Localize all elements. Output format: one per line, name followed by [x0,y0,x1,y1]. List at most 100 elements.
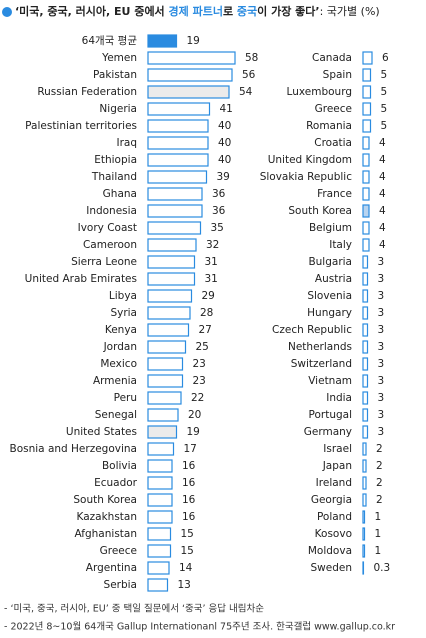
value-label: 3 [378,409,385,421]
bar [147,391,182,405]
bar [362,187,370,201]
value-label: 2 [376,477,383,489]
category-label: Russian Federation [37,86,137,98]
bar [362,306,369,320]
bar [362,442,367,456]
bar [147,544,172,558]
bar [147,238,197,252]
category-label: Armenia [93,375,137,387]
category-label: Libya [109,290,137,302]
value-label: 15 [181,545,194,557]
bar [147,527,172,541]
value-label: 3 [378,426,385,438]
bar [147,323,190,337]
bar [362,459,367,473]
category-label: Vietnam [308,375,352,387]
value-label: 4 [379,222,386,234]
bar [147,153,209,167]
title-bullet [2,7,12,17]
bar [362,408,369,422]
bar [362,272,369,286]
bar [362,136,370,150]
value-label: 14 [179,562,193,574]
category-label: United Arab Emirates [25,273,137,285]
bar [147,85,230,99]
category-label: Thailand [91,171,137,183]
bar [147,102,211,116]
category-label: Slovakia Republic [260,171,353,183]
category-label: 64개국 평균 [82,35,138,47]
category-label: Yemen [101,52,137,64]
bar [362,238,370,252]
bar [362,374,369,388]
value-label: 1 [375,545,382,557]
footnote: - 2022년 8~10월 64개국 Gallup Internationanl… [4,621,395,633]
bar [362,510,366,524]
title-part: 이 가장 좋다’ [257,4,319,18]
value-label: 3 [378,392,385,404]
bar [147,306,191,320]
category-label: Moldova [308,545,352,557]
category-label: Japan [322,460,352,472]
value-label: 39 [217,171,230,183]
title-part: 로 [223,5,237,18]
category-label: Ethiopia [94,154,137,166]
bar [362,170,370,184]
category-label: Georgia [311,494,352,506]
value-label: 16 [182,494,196,506]
value-label: 25 [196,341,209,353]
bar [362,357,369,371]
category-label: Poland [317,511,352,523]
value-label: 5 [381,103,388,115]
category-label: Ghana [103,188,137,200]
bar [362,102,372,116]
value-label: 31 [205,256,218,268]
value-label: 4 [379,137,386,149]
category-label: France [317,188,352,200]
value-label: 0.3 [373,562,390,574]
category-label: Sierra Leone [71,256,137,268]
value-label: 3 [378,375,385,387]
category-label: Netherlands [288,341,352,353]
value-label: 16 [182,511,196,523]
value-label: 19 [187,35,200,47]
category-label: Luxembourg [287,86,352,98]
bar [362,255,369,269]
bar [362,323,369,337]
value-label: 40 [218,120,231,132]
value-label: 3 [378,358,385,370]
value-label: 15 [181,528,194,540]
bar [147,561,170,575]
bar [362,544,366,558]
bar [362,340,369,354]
bar [147,221,202,235]
value-label: 2 [376,443,383,455]
bar [147,51,236,65]
bar [147,68,233,82]
category-label: Greece [100,545,137,557]
value-label: 3 [378,324,385,336]
value-label: 29 [202,290,215,302]
chart-title: ‘미국, 중국, 러시아, EU 중에서 경제 파트너로 중국이 가장 좋다’:… [15,4,380,18]
value-label: 3 [378,307,385,319]
category-label: United Kingdom [268,154,352,166]
bar [147,425,178,439]
value-label: 36 [212,188,226,200]
bar [362,289,369,303]
category-label: Pakistan [93,69,137,81]
value-label: 1 [375,528,382,540]
bar [147,340,187,354]
category-label: Bosnia and Herzegovina [10,443,138,455]
bar [362,527,366,541]
category-label: Switzerland [291,358,352,370]
value-label: 20 [188,409,201,421]
bar [147,289,193,303]
category-label: Syria [110,307,137,319]
category-label: Senegal [95,409,137,421]
bar [362,425,369,439]
value-label: 5 [381,120,388,132]
value-label: 23 [193,358,206,370]
bar [147,204,203,218]
